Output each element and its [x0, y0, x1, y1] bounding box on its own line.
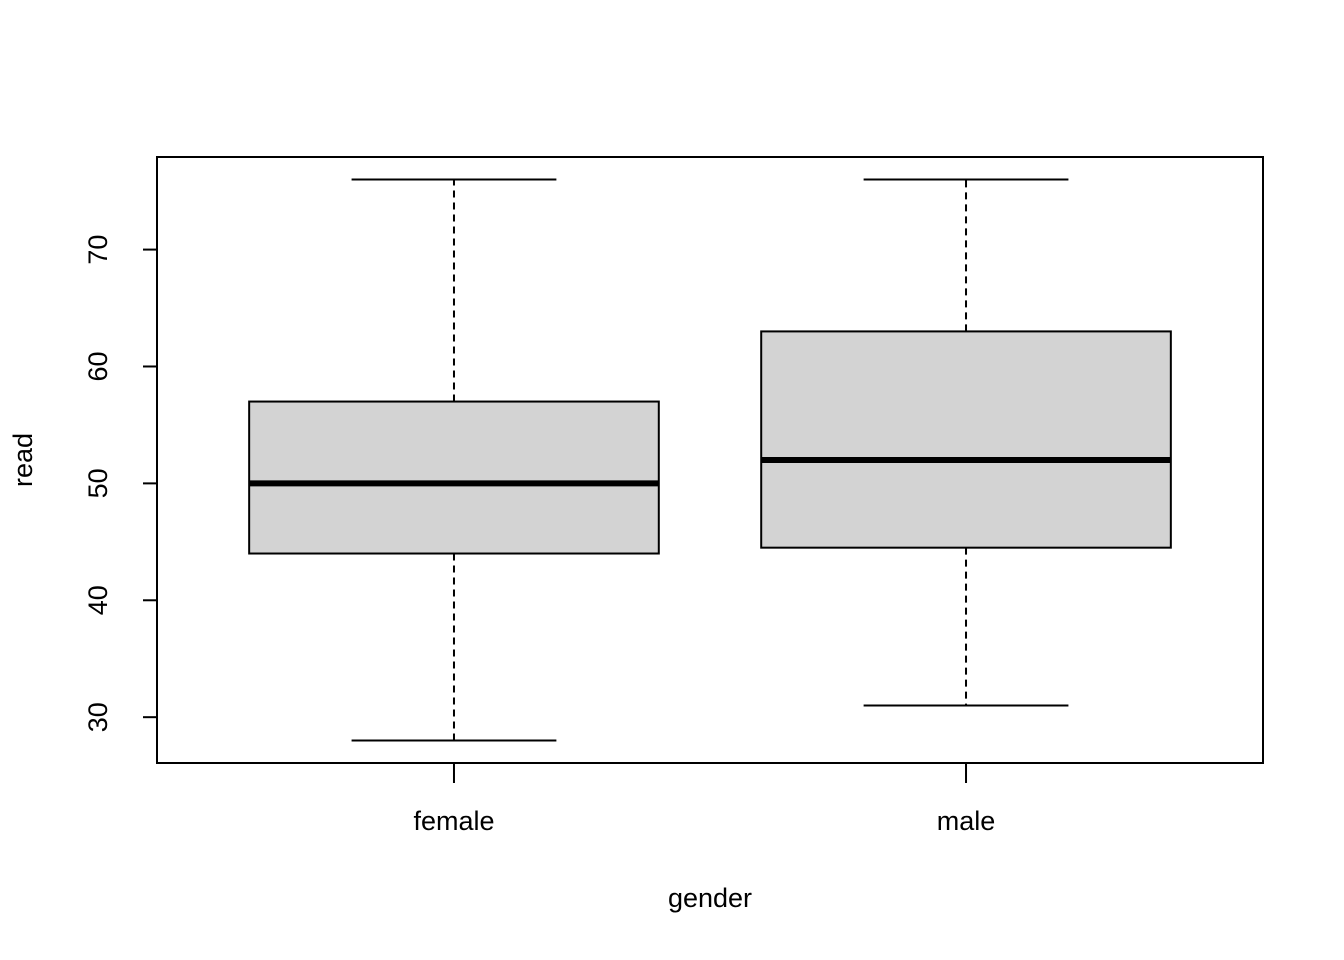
x-tick-label: female: [413, 806, 494, 836]
y-tick-label: 60: [83, 351, 113, 381]
x-axis-label: gender: [668, 883, 752, 913]
y-tick-label: 40: [83, 585, 113, 615]
y-tick-label: 70: [83, 235, 113, 265]
box: [248, 400, 660, 555]
y-axis-label: read: [8, 433, 38, 487]
x-tick-label: male: [937, 806, 996, 836]
box: [760, 330, 1172, 549]
plot-frame: [156, 156, 1264, 764]
y-tick-label: 30: [83, 702, 113, 732]
y-tick-label: 50: [83, 468, 113, 498]
